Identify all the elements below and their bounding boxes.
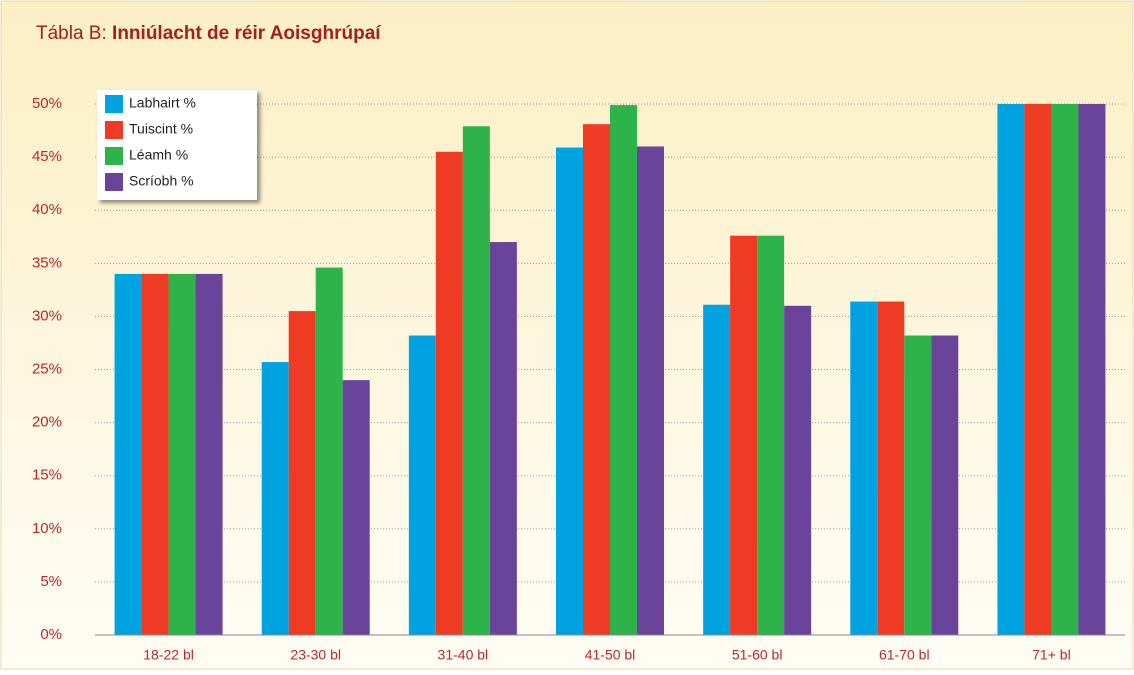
bar xyxy=(784,305,812,635)
x-tick-label: 51-60 bl xyxy=(732,647,783,663)
bar xyxy=(556,147,583,636)
bar xyxy=(610,105,637,635)
bar xyxy=(583,124,610,635)
legend-label: Scríobh % xyxy=(129,173,194,189)
bar xyxy=(637,146,664,636)
bar xyxy=(141,273,169,635)
y-tick-label: 40% xyxy=(32,201,62,218)
bar xyxy=(730,235,758,636)
legend-box xyxy=(97,90,257,200)
bar xyxy=(114,273,142,635)
x-tick-label: 18-22 bl xyxy=(143,647,194,663)
bar xyxy=(288,311,316,635)
legend-swatch xyxy=(105,147,123,165)
y-tick-label: 0% xyxy=(40,626,62,643)
bar xyxy=(997,104,1025,635)
y-tick-label: 30% xyxy=(32,307,62,324)
bar xyxy=(931,335,959,635)
bar xyxy=(261,362,289,635)
bar xyxy=(757,235,785,636)
bar xyxy=(1051,104,1079,635)
y-tick-label: 20% xyxy=(32,414,62,431)
y-tick-label: 50% xyxy=(32,95,62,112)
x-tick-label: 71+ bl xyxy=(1032,647,1071,663)
chart-title: Tábla B: Inniúlacht de réir Aoisghrúpaí xyxy=(36,23,381,44)
legend-swatch xyxy=(105,95,123,113)
title-text: Inniúlacht de réir Aoisghrúpaí xyxy=(112,23,381,44)
title-label: Tábla B: xyxy=(36,23,107,44)
legend-label: Tuiscint % xyxy=(129,121,193,137)
bar xyxy=(877,301,905,635)
legend-label: Labhairt % xyxy=(129,95,196,111)
y-tick-label: 10% xyxy=(32,520,62,537)
bar xyxy=(168,273,196,635)
x-tick-label: 31-40 bl xyxy=(438,647,489,663)
bar xyxy=(315,267,343,635)
bar xyxy=(489,242,517,635)
bar xyxy=(904,335,932,635)
bar xyxy=(462,126,490,635)
bar xyxy=(408,335,436,635)
bar xyxy=(1024,104,1052,635)
bar xyxy=(850,301,878,635)
bar xyxy=(703,304,731,635)
x-tick-label: 41-50 bl xyxy=(585,647,636,663)
bar xyxy=(435,151,463,636)
legend-swatch xyxy=(105,173,123,191)
bar xyxy=(342,380,370,635)
x-tick-label: 23-30 bl xyxy=(290,647,341,663)
legend-label: Léamh % xyxy=(129,147,188,163)
y-tick-label: 5% xyxy=(40,573,62,590)
bar xyxy=(1078,104,1106,635)
y-tick-label: 45% xyxy=(32,148,62,165)
x-tick-label: 61-70 bl xyxy=(879,647,930,663)
y-tick-label: 15% xyxy=(32,467,62,484)
y-tick-label: 25% xyxy=(32,360,62,377)
legend-swatch xyxy=(105,121,123,139)
bar xyxy=(195,273,223,635)
y-tick-label: 35% xyxy=(32,254,62,271)
